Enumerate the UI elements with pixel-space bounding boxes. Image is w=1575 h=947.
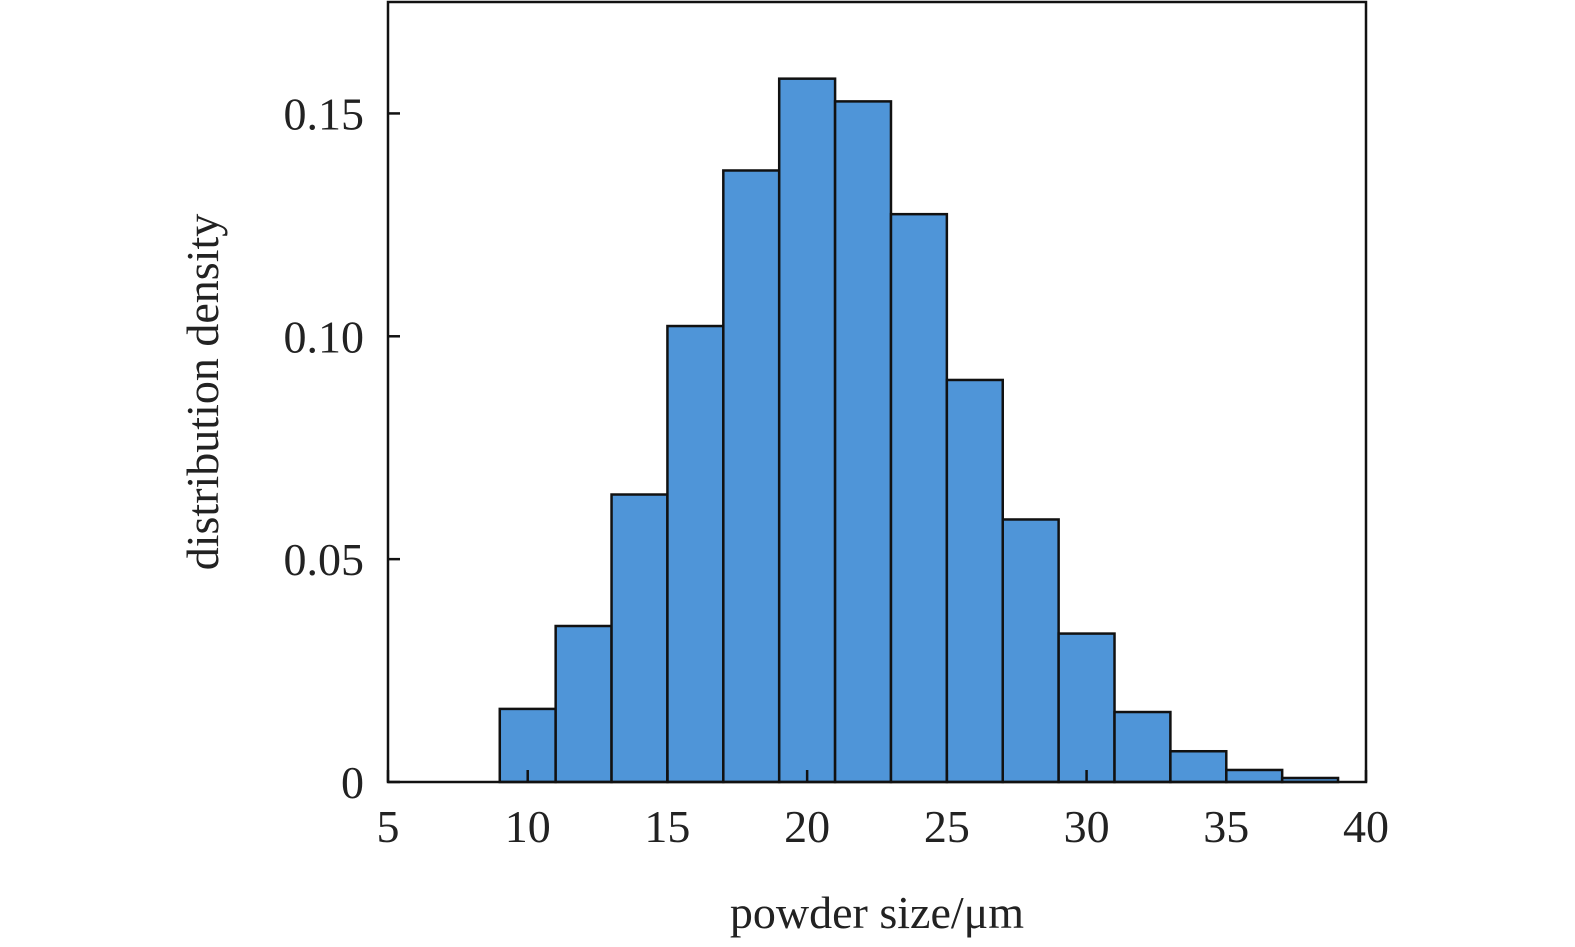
x-tick-label: 40 — [1343, 801, 1389, 852]
y-tick-label: 0.15 — [284, 88, 365, 139]
histogram-bar-13 — [1225, 768, 1284, 784]
histogram-bar-6 — [833, 100, 893, 784]
histogram-bar-10 — [1057, 632, 1116, 784]
histogram-bar-5 — [777, 77, 837, 784]
y-tick-label: 0.05 — [284, 534, 365, 585]
x-tick-label: 15 — [644, 801, 690, 852]
y-axis-ticks: 0 0.05 0.10 0.15 — [284, 88, 400, 808]
x-axis-label: powder size/μm — [730, 887, 1024, 938]
x-tick-label: 20 — [784, 801, 830, 852]
x-tick-label: 10 — [505, 801, 551, 852]
x-tick-label: 30 — [1064, 801, 1110, 852]
y-axis-label: distribution density — [177, 214, 228, 571]
histogram-bar-2 — [610, 493, 669, 784]
plot-frame — [386, 0, 1368, 784]
histogram-bar-3 — [666, 324, 725, 784]
histogram-bar-8 — [945, 378, 1004, 784]
x-tick-label: 35 — [1203, 801, 1249, 852]
bars-group — [498, 77, 1340, 784]
histogram-bar-7 — [889, 212, 949, 784]
y-tick-label: 0 — [341, 757, 364, 808]
x-tick-label: 5 — [377, 801, 400, 852]
x-tick-label: 25 — [924, 801, 970, 852]
y-tick-label: 0.10 — [284, 311, 365, 362]
histogram-bar-11 — [1113, 710, 1172, 784]
histogram-bar-4 — [722, 169, 781, 784]
histogram-bar-1 — [554, 624, 613, 784]
x-axis-ticks: 5 10 15 20 25 30 35 40 — [377, 770, 1389, 852]
histogram-bar-9 — [1001, 518, 1060, 784]
histogram-bar-12 — [1169, 749, 1228, 784]
